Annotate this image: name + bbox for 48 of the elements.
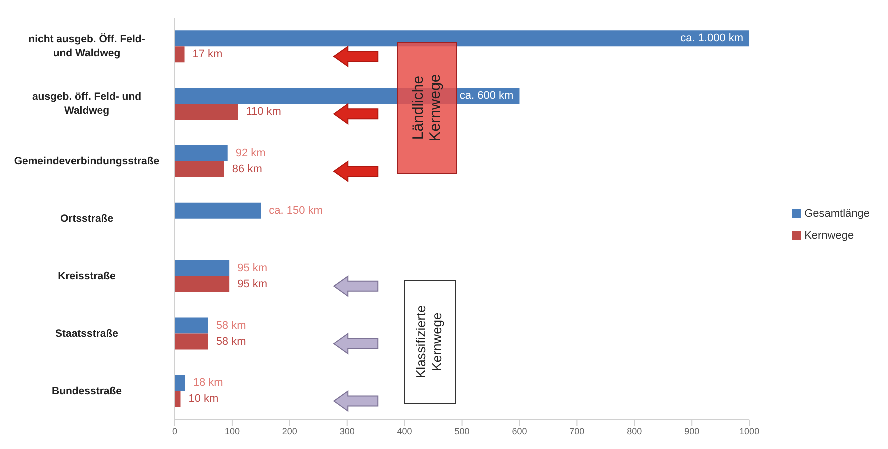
bar [175,145,228,162]
bar [175,104,238,120]
x-tick-label: 900 [684,426,700,436]
y-tick-label: Bundesstraße [52,385,122,398]
data-label: 58 km [216,320,246,332]
x-tick-label: 600 [512,426,528,436]
bar [175,276,230,292]
x-tick-label: 100 [224,426,240,436]
x-tick-label: 0 [172,426,178,436]
x-tick-label: 800 [627,426,642,436]
y-tick-label: ausgeb. öff. Feld- und Waldweg [32,91,142,118]
x-tick-label: 1000 [740,426,760,436]
x-tick-label: 500 [454,426,470,436]
bar [175,318,208,334]
data-label: 92 km [236,147,266,160]
bar [175,260,230,276]
y-tick-label: Kreisstraße [58,270,116,282]
data-label: 110 km [246,106,282,118]
y-tick-label: Gemeindeverbindungsstraße [14,156,160,168]
annotation: Klassifizierte Kernwege [414,306,446,378]
data-label: ca. 600 km [460,90,514,102]
data-label: 95 km [238,262,268,274]
data-label: 86 km [232,163,262,176]
bar [175,30,750,47]
text-box: Ländliche Kernwege [397,42,458,174]
data-label: 18 km [193,377,224,390]
x-tick-label: 700 [570,426,585,436]
legend-label: Gesamtlänge [804,208,870,220]
x-tick-label: 400 [397,426,412,436]
bar [175,46,185,63]
text-box: Klassifizierte Kernwege [404,280,456,404]
bar [175,375,186,392]
y-tick-label: nicht ausgeb. Öff. Feld- und Waldweg [28,34,146,60]
bar [175,202,262,219]
annotation: Ländliche Kernwege [410,74,444,142]
data-label: 10 km [188,393,219,406]
data-label: ca. 150 km [269,204,323,217]
x-tick-label: 200 [282,426,298,436]
x-tick-label: 300 [340,426,355,436]
bar [175,334,208,350]
data-label: 17 km [192,48,223,61]
y-tick-label: Staatsstraße [55,328,119,340]
y-tick-label: Ortsstraße [60,213,114,225]
bar [175,161,224,178]
data-label: ca. 1.000 km [680,32,744,45]
legend-label: Kernwege [804,230,854,242]
data-label: 58 km [216,336,246,348]
data-label: 95 km [238,278,268,290]
